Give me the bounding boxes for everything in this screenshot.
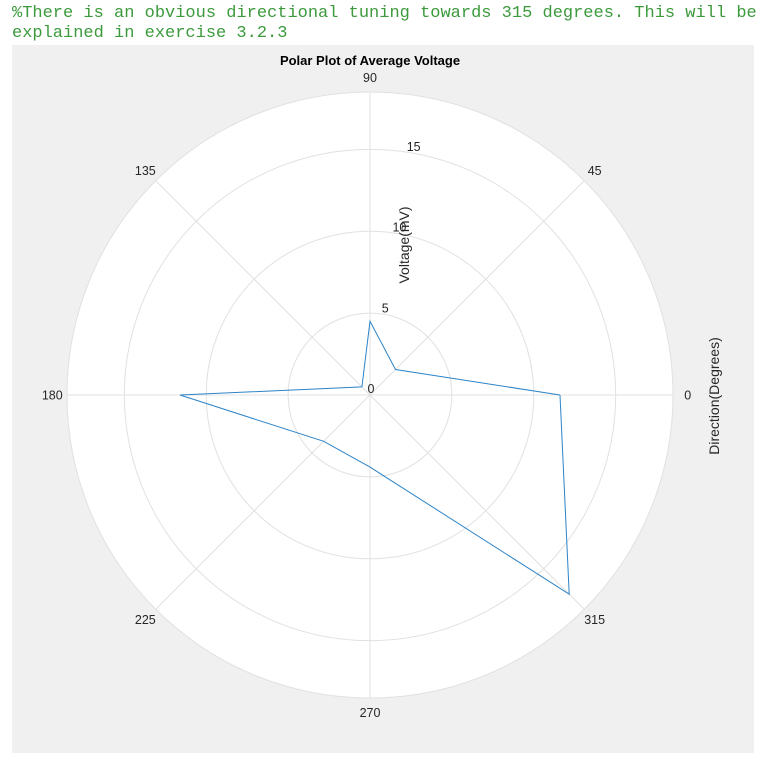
figure-window: 0 45 90 135 180 225 270 315 0 5 10 15 Polar Plot of… (12, 45, 754, 753)
polar-grid (66, 91, 674, 699)
series-line (179, 319, 570, 596)
angular-grid-spoke (369, 394, 585, 610)
theta-tick-label: 135 (135, 164, 156, 178)
r-tick-label: 15 (407, 140, 421, 154)
theta-tick-label: 90 (363, 71, 377, 85)
theta-tick-label: 180 (42, 389, 63, 403)
angular-grid-spoke (155, 394, 371, 610)
theta-tick-label: 270 (360, 706, 381, 720)
y-axis-label: Voltage(mV) (396, 206, 412, 283)
data-series (179, 319, 570, 596)
chart-title: Polar Plot of Average Voltage (280, 53, 460, 68)
polar-plot: 0 45 90 135 180 225 270 315 0 5 10 15 Polar Plot of… (42, 53, 722, 720)
angular-grid-spoke (369, 180, 585, 396)
r-tick-label: 0 (368, 382, 375, 396)
theta-tick-label: 315 (584, 613, 605, 627)
angular-grid-spoke (155, 180, 371, 396)
r-tick-label: 10 (392, 221, 406, 235)
code-comment: %There is an obvious directional tuning … (12, 4, 766, 43)
theta-tick-label: 0 (684, 389, 691, 403)
r-tick-label: 5 (382, 301, 389, 315)
theta-tick-label: 225 (135, 613, 156, 627)
theta-tick-label: 45 (588, 164, 602, 178)
x-axis-label: Direction(Degrees) (706, 337, 722, 454)
